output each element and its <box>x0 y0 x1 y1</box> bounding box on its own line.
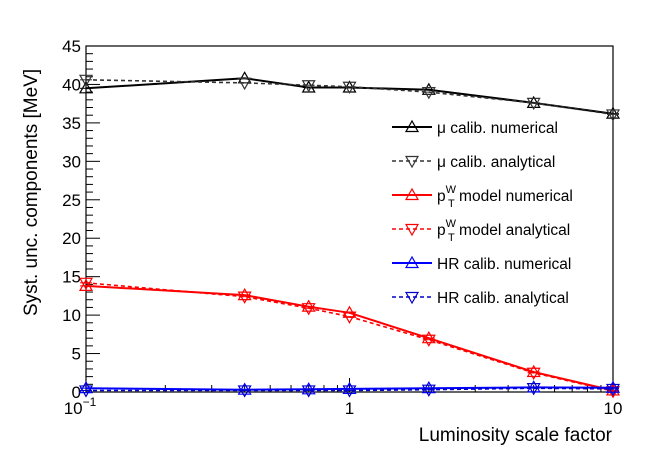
x-tick-label: 1 <box>345 399 354 418</box>
data-point <box>421 380 436 394</box>
data-point <box>526 367 541 380</box>
data-point <box>421 384 436 397</box>
y-tick-label: 25 <box>62 191 81 210</box>
data-point <box>526 95 541 108</box>
legend-marker <box>404 155 420 169</box>
data-point <box>78 380 94 394</box>
data-point <box>78 385 94 398</box>
legend-marker <box>404 291 420 305</box>
legend-label: HR calib. numerical <box>437 256 571 273</box>
y-tick-label: 10 <box>62 306 81 325</box>
data-point <box>421 330 436 344</box>
data-point <box>78 74 94 88</box>
x-tick-label: 10 <box>604 399 623 418</box>
legend-marker <box>404 255 420 269</box>
data-point <box>605 106 621 119</box>
data-point <box>526 383 541 396</box>
axis-ticks: 0 5 10 15 20 25 30 35 40 45 10−1 1 10 <box>62 37 622 418</box>
legend-label: μ calib. analytical <box>437 154 555 171</box>
legend-marker <box>404 119 420 133</box>
data-point <box>301 80 316 93</box>
x-tick-label: 10−1 <box>64 395 97 418</box>
series-0 <box>78 71 621 119</box>
y-tick-label: 45 <box>62 37 81 56</box>
x-axis-title: Luminosity scale factor <box>419 425 613 446</box>
data-point <box>78 278 94 291</box>
data-point <box>301 299 316 312</box>
data-point <box>605 109 621 122</box>
data-point <box>605 383 621 397</box>
legend-label: μ calib. numerical <box>437 120 558 137</box>
y-axis-title: Syst. unc. components [MeV] <box>21 69 42 316</box>
data-point <box>421 87 436 100</box>
y-tick-label: 15 <box>62 268 81 287</box>
data-point <box>237 287 252 301</box>
y-tick-label: 0 <box>72 383 81 402</box>
series-1 <box>78 74 621 122</box>
legend-label: pW T model analytical <box>437 218 570 244</box>
data-point <box>237 382 252 395</box>
data-point <box>605 380 621 393</box>
data-point <box>301 303 316 316</box>
series-layer <box>78 71 621 399</box>
y-tick-label: 5 <box>72 345 81 364</box>
y-tick-label: 30 <box>62 152 81 171</box>
data-point <box>342 381 357 395</box>
data-point <box>301 385 316 398</box>
data-point <box>237 291 252 304</box>
y-tick-label: 20 <box>62 229 81 248</box>
data-point <box>421 334 436 347</box>
y-tick-label: 35 <box>62 114 81 133</box>
data-point <box>301 382 316 395</box>
legend-marker <box>404 187 420 201</box>
y-tick-label: 40 <box>62 75 81 94</box>
data-point <box>237 385 252 398</box>
data-point <box>342 81 357 94</box>
data-point <box>342 385 357 398</box>
series-4 <box>78 380 621 395</box>
data-point <box>342 311 357 324</box>
data-point <box>237 77 252 91</box>
data-point <box>526 97 541 111</box>
series-5 <box>78 383 621 398</box>
legend-marker <box>404 223 420 237</box>
legend-label: pW T model numerical <box>437 184 573 210</box>
data-point <box>421 82 436 95</box>
data-point <box>78 277 94 291</box>
data-point <box>78 81 94 94</box>
legend-label: HR calib. analytical <box>437 290 569 307</box>
legend: μ calib. numerical μ calib. analytical pW T… <box>392 119 573 307</box>
data-point <box>526 380 541 393</box>
